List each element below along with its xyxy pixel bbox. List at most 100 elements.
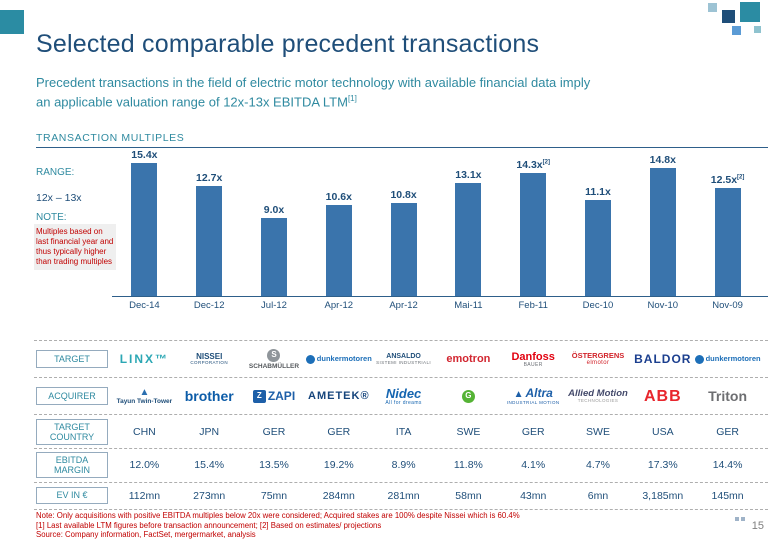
chart-column: 11.1x [566, 150, 631, 296]
section-rule [36, 147, 768, 148]
brand-logo-square [708, 3, 717, 12]
target-cell: dunkermotoren [305, 344, 372, 375]
ebitda-cell: 19.2% [323, 459, 354, 471]
country-cell: GER [262, 425, 286, 438]
page-number: 15 [751, 520, 764, 532]
target-cell: BALDOR [630, 344, 695, 375]
target-logo: dunkermotoren [694, 354, 761, 364]
target-logo-icon [694, 355, 704, 364]
target-logo-icon: S [267, 348, 281, 362]
acquirer-logo-subtext: TECHNOLOGIES [577, 398, 619, 404]
acquirer-logo: Z ZAPI [252, 388, 296, 404]
subtitle-line2: an applicable valuation range of 12x-13x… [36, 94, 348, 110]
x-axis-label: Feb-11 [518, 300, 548, 311]
acquirer-logo: G [461, 389, 475, 404]
ebitda-cell: 4.7% [586, 459, 610, 471]
bar [649, 168, 676, 296]
acquirer-logo-subtext: All for dreams [385, 399, 422, 406]
ev-cell: 6mn [587, 489, 609, 502]
x-axis [112, 296, 768, 297]
target-row: LINX™ NISSEI CORPORATION S SCHABMÜLLER dunker… [112, 344, 761, 375]
acquirer-cell: ▲ Altra INDUSTRIAL MOTION [501, 381, 566, 412]
acquirer-cell: Allied Motion TECHNOLOGIES [566, 381, 631, 412]
target-cell: Danfoss BAUER [501, 344, 566, 375]
ev-cell: 58mn [455, 489, 482, 502]
footer-note: Note: Only acquisitions with positive EB… [36, 511, 520, 520]
country-cell: SWE [456, 425, 481, 438]
target-logo: NISSEI CORPORATION [190, 352, 228, 367]
chart-column: 15.4x [112, 149, 177, 296]
acquirer-cell: ABB [630, 381, 695, 412]
ebitda-cell: 14.4% [712, 459, 743, 471]
target-logo: S SCHABMÜLLER [248, 348, 300, 370]
row-divider [34, 377, 768, 378]
acquirer-cell: Nidec All for dreams [371, 381, 436, 412]
target-cell: ANSALDO SISTEMI INDUSTRIALI [371, 344, 436, 375]
note-text: Multiples based on last financial year a… [34, 224, 116, 270]
ebitda-row: 12.0% 15.4% 13.5% 19.2% 8.9% 11.8% 4.1% 4.7% 17.… [112, 451, 760, 479]
x-axis-label: Dec-14 [129, 300, 160, 311]
ebitda-cell: 17.3% [647, 459, 678, 471]
target-logo: Danfoss BAUER [511, 351, 554, 369]
target-logo-text: LINX™ [119, 351, 170, 366]
acquirer-cell: Triton [695, 381, 760, 412]
target-logo-text: SCHABMÜLLER [248, 362, 300, 370]
bar-value-label: 9.0x [263, 204, 285, 217]
x-axis-label: Dec-12 [193, 300, 225, 311]
bar-chart: 15.4x 12.7x 9.0x 10.6x 10.8x 13.1x 14.3x[2] 11.… [112, 149, 760, 296]
bar-value-label: 10.8x [390, 188, 417, 201]
row-label-target-country: TARGET COUNTRY [36, 419, 108, 445]
chart-column: 14.3x[2] [501, 150, 566, 296]
bar [131, 163, 158, 296]
acquirer-logo: ▲ Tayun Twin-Tower [117, 387, 173, 405]
chart-column: 10.6x [306, 150, 371, 296]
target-cell: ÖSTERGRENS elmotor [566, 344, 631, 375]
ev-cell: 273mn [193, 489, 226, 502]
bar-value-label: 12.5x[2] [710, 174, 745, 187]
note-label: NOTE: [36, 212, 67, 223]
row-label-target: TARGET [36, 350, 108, 368]
ev-cell: 43mn [520, 489, 547, 502]
bar-value-label: 11.1x [585, 186, 611, 199]
country-cell: ITA [395, 425, 412, 438]
corner-logo-square [0, 10, 24, 34]
acquirer-cell: AMETEK® [306, 381, 371, 412]
target-cell: S SCHABMÜLLER [242, 344, 307, 375]
ev-cell: 112mn [128, 489, 161, 502]
x-axis-label: Apr-12 [389, 300, 418, 311]
target-logo: ÖSTERGRENS elmotor [572, 351, 625, 367]
chart-column: 12.7x [177, 150, 242, 296]
x-axis-label: Nov-09 [712, 300, 743, 311]
target-cell: emotron [436, 344, 501, 375]
target-logo-subtext: CORPORATION [190, 360, 228, 366]
acquirer-logo-icon: G [461, 389, 475, 403]
ev-row: 112mn 273mn 75mn 284mn 281mn 58mn 43mn 6mn 3,185… [112, 485, 760, 506]
acquirer-logo-subtext: INDUSTRIAL MOTION [506, 399, 560, 405]
x-axis-label: Apr-12 [324, 300, 354, 311]
target-logo: BALDOR [634, 351, 692, 366]
country-cell: JPN [199, 425, 220, 438]
acquirer-logo-text: ZAPI [267, 388, 296, 403]
acquirer-logo-text: Allied Motion [568, 387, 628, 399]
country-row: CHN JPN GER GER ITA SWE GER SWE USA GER [112, 418, 760, 445]
row-label-ebitda-margin: EBITDA MARGIN [36, 452, 108, 478]
target-logo-text: BALDOR [634, 351, 692, 366]
bar-value-label: 10.6x [325, 190, 352, 203]
ebitda-cell: 8.9% [391, 459, 416, 471]
row-divider [34, 482, 768, 483]
target-logo-icon [305, 355, 315, 364]
acquirer-logo: ABB [644, 388, 682, 406]
bar [390, 202, 417, 296]
row-label-acquirer: ACQUIRER [36, 387, 108, 405]
ev-cell: 3,185mn [642, 489, 684, 502]
acquirer-logo-text: Nidec [385, 385, 422, 401]
target-logo-text: dunkermotoren [705, 354, 761, 364]
x-axis-labels: Dec-14 Dec-12 Jul-12 Apr-12 Apr-12 Mai-11 Feb-… [112, 300, 760, 312]
bar-value-label: 14.8x [649, 154, 676, 167]
ebitda-cell: 11.8% [453, 459, 483, 471]
acquirer-cell: brother [177, 381, 242, 412]
bar [520, 172, 547, 296]
bar [260, 218, 287, 296]
acquirer-logo-text: AMETEK® [308, 390, 370, 403]
